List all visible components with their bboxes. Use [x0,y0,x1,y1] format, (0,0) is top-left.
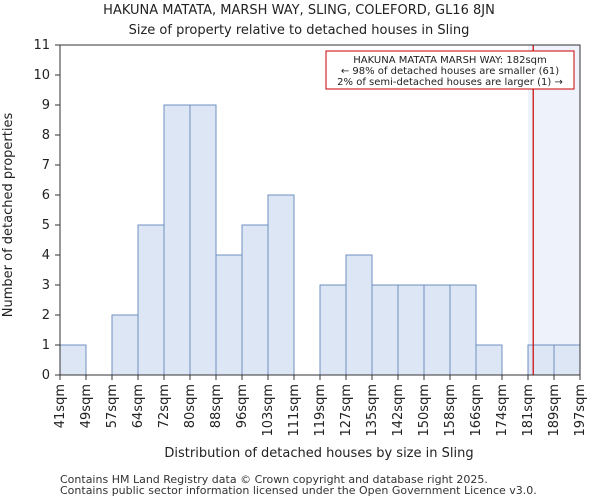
y-tick-label: 6 [42,188,50,203]
y-tick-label: 10 [33,68,50,83]
chart-subtitle: Size of property relative to detached ho… [129,23,470,38]
y-tick-label: 9 [42,98,50,113]
y-axis-label: Number of detached properties [1,113,16,318]
footer-licence: Contains public sector information licen… [60,484,537,497]
annotation-title: HAKUNA MATATA MARSH WAY: 182sqm [353,55,547,66]
bar-158sqm [449,284,477,376]
bar-142sqm [397,284,425,376]
x-tick-label: 150sqm [417,384,432,437]
annotation-box [325,50,575,90]
bar-181sqm [527,344,555,376]
bar-103sqm [267,194,295,376]
x-tick-label: 119sqm [313,384,328,437]
x-tick-label: 41sqm [53,384,68,428]
x-tick-label: 88sqm [209,384,224,428]
y-tick-label: 5 [42,218,50,233]
plot-area: 0 1 2 3 4 5 6 7 8 9 10 11 41sqm 49sqm 57sqm 64sqm 72sqm 8… [33,38,588,437]
highlight-region [528,45,580,375]
annotation-larger: 2% of semi-detached houses are larger (1… [337,77,563,88]
x-axis-label: Distribution of detached houses by size … [164,446,473,461]
x-tick-label: 57sqm [105,384,120,428]
annotation-smaller: ← 98% of detached houses are smaller (61… [341,66,559,77]
x-tick-label: 189sqm [547,384,562,437]
y-tick-label: 1 [42,338,50,353]
bar-119sqm [319,284,347,376]
x-tick-label: 142sqm [391,384,406,437]
x-tick-label: 135sqm [365,384,380,437]
bar-80sqm [189,104,217,376]
y-tick-label: 7 [42,158,50,173]
x-tick-label: 174sqm [495,384,510,437]
x-tick-label: 80sqm [183,384,198,428]
footer-copyright: Contains HM Land Registry data © Crown c… [60,473,488,486]
y-tick-label: 8 [42,128,50,143]
bar-64sqm [137,224,165,376]
x-tick-label: 96sqm [235,384,250,428]
bar-41sqm [59,344,87,376]
bar-88sqm [215,254,243,376]
x-tick-label: 72sqm [157,384,172,428]
y-tick-label: 0 [42,368,50,383]
y-tick-label: 3 [42,278,50,293]
bar-135sqm [371,284,399,376]
x-tick-label: 197sqm [573,384,588,437]
x-tick-label: 111sqm [287,384,302,437]
y-tick-label: 2 [42,308,50,323]
bar-166sqm [475,344,503,376]
bar-150sqm [423,284,451,376]
chart-title: HAKUNA MATATA, MARSH WAY, SLING, COLEFOR… [103,3,495,18]
y-tick-label: 4 [42,248,50,263]
bar-57sqm [111,314,139,376]
x-tick-label: 166sqm [469,384,484,437]
x-tick-label: 127sqm [339,384,354,437]
x-tick-label: 158sqm [443,384,458,437]
x-tick-label: 103sqm [261,384,276,437]
x-tick-label: 64sqm [131,384,146,428]
bar-96sqm [241,224,269,376]
y-tick-label: 11 [33,38,50,53]
bar-189sqm [553,344,581,376]
bar-72sqm [163,104,191,376]
x-tick-label: 181sqm [521,384,536,437]
bar-127sqm [345,254,373,376]
x-tick-label: 49sqm [79,384,94,428]
